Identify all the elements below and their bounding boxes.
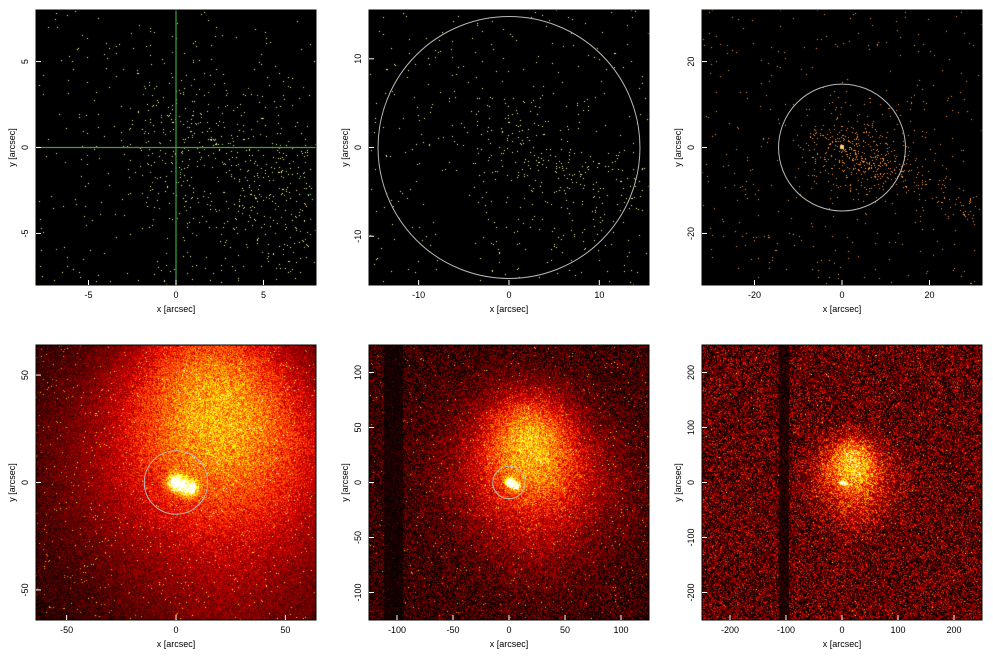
y-tick-label: 0 <box>20 480 30 485</box>
y-tick-label: 50 <box>353 422 363 432</box>
y-axis-label: y [arcsec] <box>7 128 17 167</box>
x-tick-label: -100 <box>777 625 795 635</box>
x-tick-label: -100 <box>388 625 406 635</box>
y-tick-label: 10 <box>353 54 363 64</box>
y-axis-label: y [arcsec] <box>673 463 683 502</box>
panel-image <box>36 345 316 620</box>
x-tick-label: -20 <box>748 290 761 300</box>
y-axis-label: y [arcsec] <box>673 128 683 167</box>
panel-image <box>369 10 649 285</box>
x-tick-label: 5 <box>261 290 266 300</box>
x-tick-label: 20 <box>924 290 934 300</box>
y-tick-label: -100 <box>353 583 363 601</box>
y-tick-label: -50 <box>20 583 30 596</box>
y-tick-label: 5 <box>20 59 30 64</box>
x-tick-label: 0 <box>839 290 844 300</box>
y-tick-label: 100 <box>686 420 696 435</box>
y-tick-label: 0 <box>353 480 363 485</box>
x-tick-label: 0 <box>839 625 844 635</box>
x-axis-label: x [arcsec] <box>823 304 862 314</box>
x-tick-label: 10 <box>594 290 604 300</box>
panel-image <box>702 10 982 285</box>
y-axis-label: y [arcsec] <box>340 128 350 167</box>
aperture-circle <box>377 16 641 279</box>
panel-top-right: -20 0 20 -20 0 20 x [arcsec] y [arcsec] <box>673 9 983 314</box>
x-axis-label: x [arcsec] <box>157 639 196 649</box>
panel-bottom-middle: -100 -50 0 50 100 -100 -50 0 50 100 x [arcsec] y [a… <box>340 344 650 649</box>
x-tick-label: 0 <box>506 625 511 635</box>
y-tick-label: 100 <box>353 365 363 380</box>
aperture-circle <box>778 83 906 212</box>
aperture-circle <box>492 465 526 500</box>
x-axis-label: x [arcsec] <box>157 304 196 314</box>
x-tick-label: 0 <box>506 290 511 300</box>
y-tick-label: -50 <box>353 531 363 544</box>
panel-bottom-right: -200 -100 0 100 200 -200 -100 0 100 200 x [arcsec]… <box>673 344 983 649</box>
y-tick-label: 50 <box>20 370 30 380</box>
x-tick-label: 50 <box>560 625 570 635</box>
x-tick-label: -5 <box>84 290 92 300</box>
panel-top-middle: -10 0 10 -10 0 10 x [arcsec] y [arcsec] <box>340 9 650 314</box>
x-tick-label: 50 <box>280 625 290 635</box>
panel-top-left: -5 0 5 -5 0 5 x [arcsec] y [arcsec] <box>7 9 317 314</box>
y-tick-label: 0 <box>20 145 30 150</box>
y-axis-label: y [arcsec] <box>7 463 17 502</box>
x-tick-label: -10 <box>412 290 425 300</box>
x-tick-label: -50 <box>60 625 73 635</box>
x-tick-label: 100 <box>890 625 905 635</box>
panel-image <box>702 345 982 620</box>
y-tick-label: -200 <box>686 583 696 601</box>
y-axis-label: y [arcsec] <box>340 463 350 502</box>
x-tick-label: 0 <box>173 290 178 300</box>
y-tick-label: 0 <box>686 480 696 485</box>
panel-image <box>369 345 649 620</box>
x-tick-label: 200 <box>946 625 961 635</box>
y-tick-label: -10 <box>353 230 363 243</box>
x-tick-label: 0 <box>173 625 178 635</box>
x-tick-label: 100 <box>613 625 628 635</box>
y-tick-label: 200 <box>686 365 696 380</box>
x-tick-label: -50 <box>446 625 459 635</box>
x-tick-label: -200 <box>721 625 739 635</box>
y-tick-label: 20 <box>686 57 696 67</box>
y-tick-label: -100 <box>686 528 696 546</box>
y-tick-label: -20 <box>686 227 696 240</box>
x-axis-label: x [arcsec] <box>490 304 529 314</box>
panel-bottom-left: -50 0 50 -50 0 50 x [arcsec] y [arcsec] <box>7 344 317 649</box>
y-tick-label: 0 <box>353 145 363 150</box>
y-tick-label: -5 <box>20 229 30 237</box>
x-axis-label: x [arcsec] <box>490 639 529 649</box>
x-axis-label: x [arcsec] <box>823 639 862 649</box>
aperture-circle <box>143 450 209 515</box>
y-tick-label: 0 <box>686 145 696 150</box>
